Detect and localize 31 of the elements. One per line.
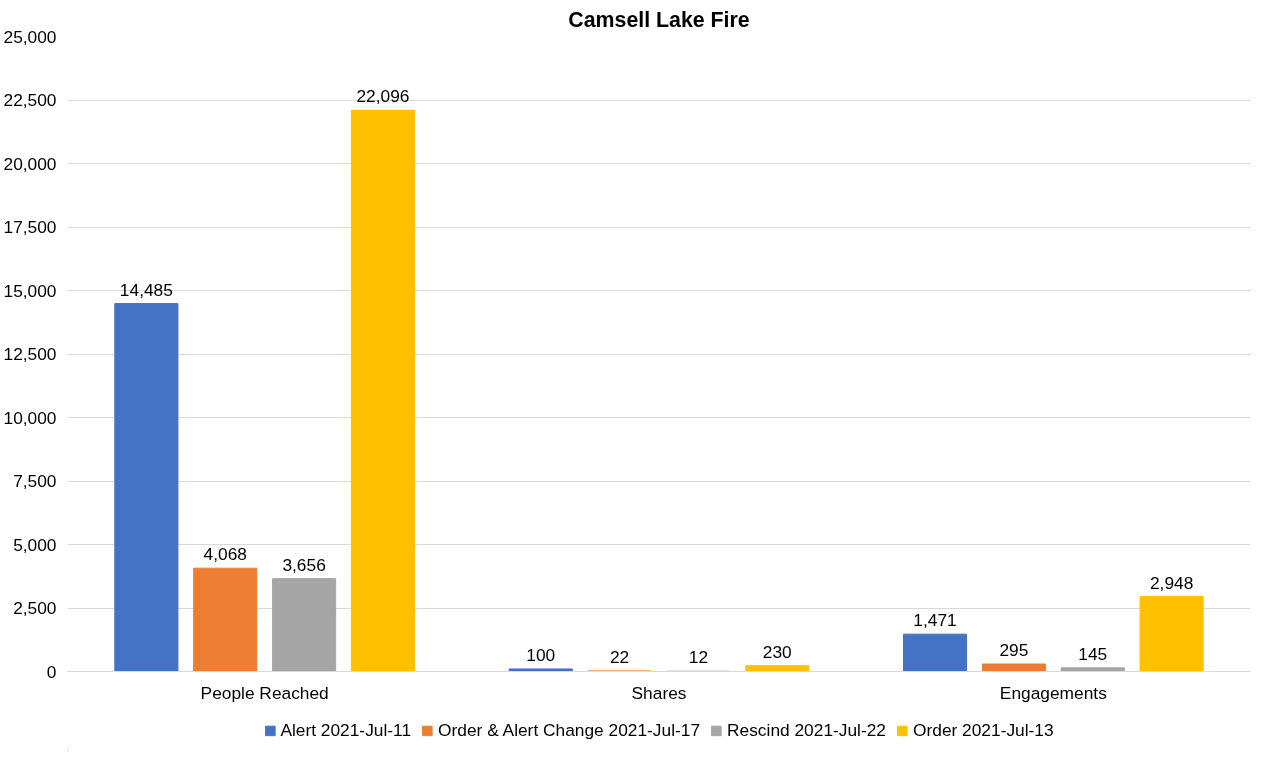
y-tick-label: 15,000 (3, 280, 57, 301)
data-label: 295 (999, 640, 1029, 661)
data-label: 145 (1078, 643, 1108, 664)
y-tick-label: 25,000 (3, 26, 57, 47)
y-tick-label: 22,500 (3, 90, 57, 110)
legend-label: Alert 2021-Jul-11 (280, 719, 412, 741)
x-tick-label: Shares (631, 682, 687, 703)
y-tick-label: 12,500 (3, 344, 57, 364)
y-tick-label: 20,000 (3, 153, 57, 174)
y-tick-label: 0 (46, 661, 57, 682)
chart-title: Camsell Lake Fire (568, 7, 750, 32)
legend-label: Rescind 2021-Jul-22 (727, 719, 886, 741)
legend-label: Order 2021-Jul-13 (912, 719, 1054, 741)
data-label: 2,948 (1149, 572, 1194, 593)
data-label: 100 (526, 644, 556, 665)
data-label: 22,096 (356, 86, 410, 107)
y-tick-label: 5,000 (13, 534, 57, 555)
y-tick-label: 17,500 (3, 217, 57, 237)
y-tick-label: 7,500 (13, 471, 57, 491)
data-label: 22 (609, 646, 630, 667)
data-label: 3,656 (282, 554, 326, 575)
data-label: 230 (762, 641, 792, 662)
legend-label: Order & Alert Change 2021-Jul-17 (438, 719, 701, 741)
x-tick-label: People Reached (200, 682, 329, 703)
data-label: 14,485 (119, 279, 173, 300)
data-label: 1,471 (913, 610, 957, 631)
y-tick-label: 2,500 (13, 598, 57, 618)
data-label: 4,068 (203, 544, 247, 565)
data-label: 12 (688, 647, 709, 668)
y-tick-label: 10,000 (3, 407, 57, 428)
x-tick-label: Engagements (999, 682, 1108, 703)
